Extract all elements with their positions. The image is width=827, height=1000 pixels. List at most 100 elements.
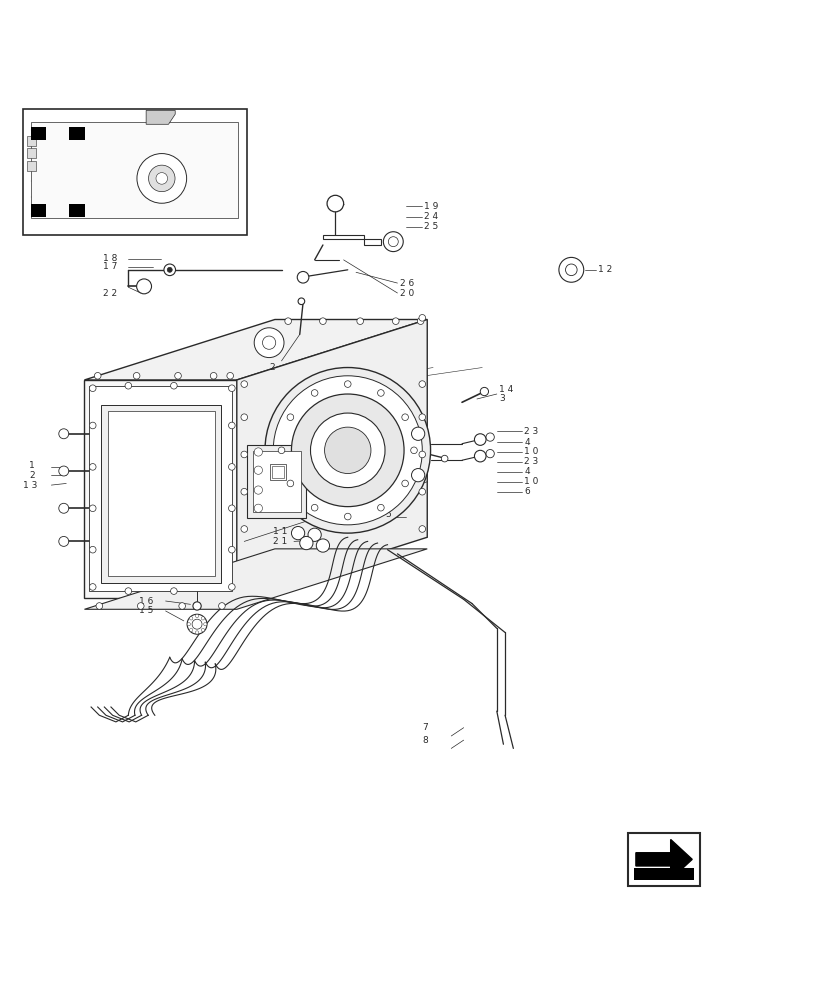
Circle shape (203, 623, 207, 626)
Bar (627, 833, 700, 886)
Circle shape (410, 447, 417, 454)
Bar (69, 204, 85, 217)
Circle shape (319, 318, 326, 324)
Bar (27, 161, 36, 171)
Circle shape (558, 257, 583, 282)
Circle shape (89, 385, 96, 392)
Circle shape (94, 372, 101, 379)
Bar (27, 136, 36, 146)
Text: 1 6: 1 6 (139, 597, 153, 606)
Text: 1 0: 1 0 (523, 477, 538, 486)
Circle shape (228, 505, 235, 512)
Circle shape (164, 264, 175, 276)
Circle shape (59, 466, 69, 476)
Circle shape (480, 387, 488, 396)
Bar (246, 445, 306, 518)
Text: 5: 5 (385, 510, 390, 519)
Circle shape (195, 614, 198, 618)
Circle shape (401, 414, 408, 421)
Text: 9: 9 (385, 500, 390, 509)
Circle shape (411, 427, 424, 440)
Circle shape (344, 381, 351, 387)
Circle shape (189, 628, 193, 632)
Circle shape (297, 271, 308, 283)
Text: 1 4: 1 4 (499, 385, 513, 394)
Circle shape (195, 631, 198, 634)
Bar (270, 464, 286, 480)
Circle shape (377, 504, 384, 511)
Circle shape (228, 464, 235, 470)
Circle shape (417, 318, 423, 324)
Text: 1 0: 1 0 (523, 447, 538, 456)
Bar (101, 405, 221, 583)
Circle shape (227, 372, 233, 379)
Circle shape (125, 588, 131, 594)
Circle shape (170, 382, 177, 389)
Circle shape (59, 536, 69, 546)
Circle shape (310, 413, 385, 488)
Circle shape (89, 546, 96, 553)
Text: 8: 8 (422, 736, 428, 745)
Circle shape (201, 617, 204, 620)
Circle shape (418, 315, 425, 321)
Circle shape (327, 195, 343, 212)
Text: 2 6: 2 6 (399, 279, 414, 288)
Circle shape (284, 318, 291, 324)
Circle shape (324, 427, 370, 474)
Circle shape (241, 414, 247, 421)
Circle shape (474, 450, 485, 462)
Text: 2: 2 (269, 363, 275, 372)
Circle shape (565, 264, 576, 276)
Circle shape (401, 480, 408, 487)
Circle shape (441, 455, 447, 462)
Bar (31, 127, 46, 140)
Circle shape (254, 504, 262, 512)
Circle shape (262, 336, 275, 349)
Circle shape (201, 628, 204, 632)
Circle shape (388, 237, 398, 247)
Circle shape (485, 449, 494, 458)
Circle shape (377, 390, 384, 396)
Bar (69, 127, 85, 140)
Circle shape (418, 451, 425, 458)
Text: 2 0: 2 0 (399, 289, 414, 298)
Circle shape (125, 382, 131, 389)
Text: 2 3: 2 3 (523, 457, 538, 466)
Circle shape (228, 584, 235, 590)
Circle shape (241, 381, 247, 387)
Circle shape (485, 433, 494, 441)
Polygon shape (146, 110, 175, 124)
Text: 7: 7 (422, 723, 428, 732)
Text: 2 5: 2 5 (423, 222, 437, 231)
Circle shape (291, 394, 404, 507)
Circle shape (228, 546, 235, 553)
Text: 2 3: 2 3 (523, 427, 538, 436)
Text: 2 4: 2 4 (423, 212, 437, 221)
Circle shape (133, 372, 140, 379)
Polygon shape (635, 839, 691, 879)
Text: 1 5: 1 5 (139, 606, 153, 615)
Text: 2 2: 2 2 (103, 289, 117, 298)
Circle shape (356, 318, 363, 324)
Circle shape (311, 390, 318, 396)
Polygon shape (84, 380, 237, 598)
Polygon shape (84, 549, 427, 609)
Text: 1 1: 1 1 (273, 527, 287, 536)
Circle shape (192, 619, 202, 629)
Circle shape (298, 298, 304, 305)
Circle shape (137, 603, 144, 609)
Circle shape (411, 469, 424, 482)
Circle shape (311, 504, 318, 511)
Circle shape (265, 368, 430, 533)
Polygon shape (31, 122, 238, 218)
Circle shape (148, 165, 174, 192)
Circle shape (254, 466, 262, 474)
Circle shape (136, 154, 186, 203)
Circle shape (210, 372, 217, 379)
Text: 1 7: 1 7 (103, 262, 117, 271)
Circle shape (418, 488, 425, 495)
Bar (272, 466, 284, 478)
Circle shape (89, 584, 96, 590)
Text: 1 2: 1 2 (597, 265, 611, 274)
Circle shape (418, 381, 425, 387)
